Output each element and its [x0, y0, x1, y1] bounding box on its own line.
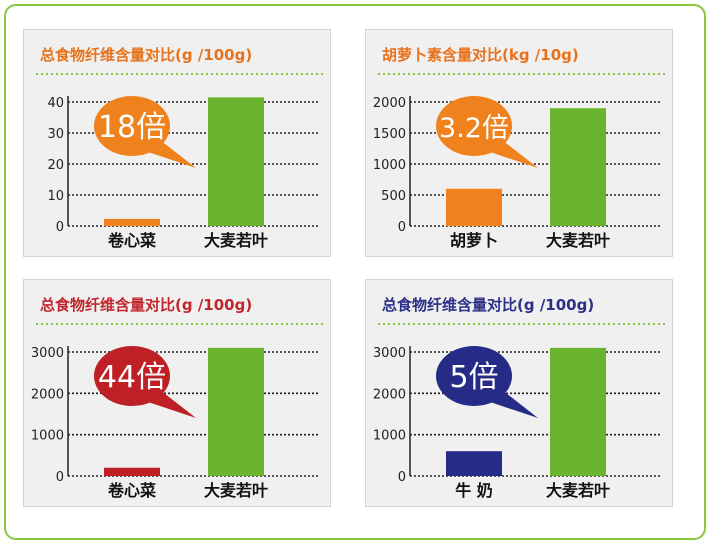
y-tick-label: 0 [398, 470, 406, 485]
x-category-label: 卷心菜 [107, 231, 156, 250]
multiplier-label: 3.2倍 [439, 113, 509, 144]
chart-panel-fiber-cabbage-2: 总食物纤维含量对比(g /100g) 0 1000 2000 3000 卷心菜 大麦若叶 44… [23, 279, 331, 507]
chart-svg: 总食物纤维含量对比(g /100g) 0 10 20 30 40 卷心菜 大麦若叶 18倍 [36, 46, 324, 250]
chart-title: 胡萝卜素含量对比(kg /10g) [382, 46, 579, 64]
x-category-label: 卷心菜 [107, 481, 156, 500]
y-tick-label: 1000 [373, 429, 406, 444]
x-category-label: 牛 奶 [455, 481, 493, 500]
y-tick-label: 1000 [373, 158, 406, 173]
chart-panel-carotene-carrot: 胡萝卜素含量对比(kg /10g) 0 500 1000 1500 2000 胡萝卜 大麦若叶… [365, 29, 673, 257]
bar-barley-grass [208, 347, 264, 476]
chart-title: 总食物纤维含量对比(g /100g) [40, 46, 252, 64]
chart-panel-fiber-milk: 总食物纤维含量对比(g /100g) 0 1000 2000 3000 牛 奶 大麦若叶 5倍 [365, 279, 673, 507]
multiplier-label: 44倍 [98, 360, 166, 395]
speech-bubble [94, 96, 170, 156]
y-tick-label: 2000 [31, 387, 64, 402]
y-tick-label: 30 [47, 127, 64, 142]
chart-svg: 胡萝卜素含量对比(kg /10g) 0 500 1000 1500 2000 胡萝卜 大麦若叶… [373, 46, 666, 250]
speech-bubble [94, 346, 170, 406]
x-category-label: 胡萝卜 [450, 231, 498, 250]
y-tick-label: 3000 [373, 346, 406, 361]
chart-svg: 总食物纤维含量对比(g /100g) 0 1000 2000 3000 卷心菜 大麦若叶 44… [31, 296, 324, 500]
chart-panel-fiber-cabbage: 总食物纤维含量对比(g /100g) 0 10 20 30 40 卷心菜 大麦若叶 18倍 [23, 29, 331, 257]
y-tick-label: 3000 [31, 346, 64, 361]
chart-svg: 总食物纤维含量对比(g /100g) 0 1000 2000 3000 牛 奶 大麦若叶 5倍 [373, 296, 666, 500]
multiplier-label: 18倍 [98, 110, 166, 145]
y-tick-label: 500 [381, 189, 406, 204]
bar-comparison [104, 218, 160, 226]
speech-bubble [436, 96, 512, 156]
x-category-label: 大麦若叶 [546, 231, 610, 250]
bar-comparison [446, 451, 502, 476]
x-category-label: 大麦若叶 [204, 231, 268, 250]
y-tick-label: 0 [398, 220, 406, 235]
bar-barley-grass [550, 108, 606, 226]
chart-title: 总食物纤维含量对比(g /100g) [40, 296, 252, 314]
chart-title: 总食物纤维含量对比(g /100g) [382, 296, 594, 314]
y-tick-label: 0 [56, 220, 64, 235]
y-tick-label: 2000 [373, 96, 406, 111]
bar-comparison [104, 467, 160, 476]
x-category-label: 大麦若叶 [546, 481, 610, 500]
y-tick-label: 40 [47, 96, 64, 111]
speech-bubble [436, 346, 512, 406]
y-tick-label: 20 [47, 158, 64, 173]
x-category-label: 大麦若叶 [204, 481, 268, 500]
y-tick-label: 10 [47, 189, 64, 204]
y-tick-label: 2000 [373, 387, 406, 402]
multiplier-label: 5倍 [449, 360, 498, 395]
y-tick-label: 1000 [31, 429, 64, 444]
bar-comparison [446, 188, 502, 226]
y-tick-label: 1500 [373, 127, 406, 142]
bar-barley-grass [208, 97, 264, 226]
y-tick-label: 0 [56, 470, 64, 485]
bar-barley-grass [550, 347, 606, 476]
